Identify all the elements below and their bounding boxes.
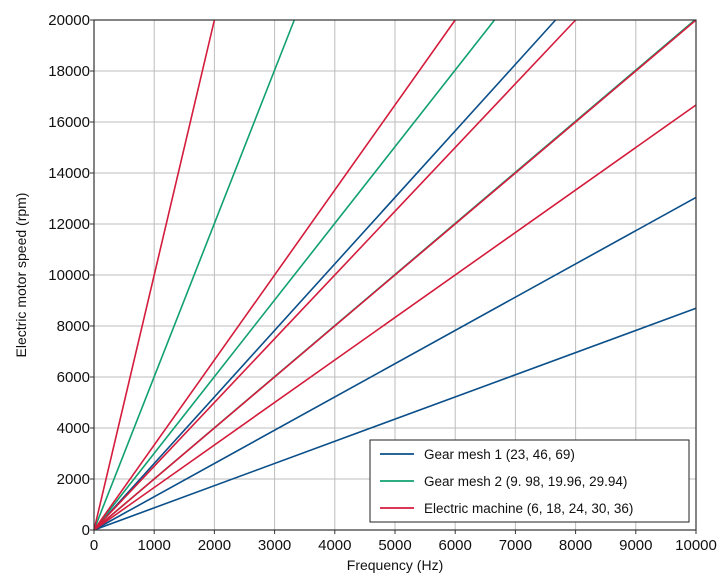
- series-1: [93, 19, 697, 531]
- y-tick-label: 8000: [57, 318, 90, 335]
- x-tick-label: 4000: [318, 537, 351, 554]
- y-tick-label: 14000: [48, 165, 90, 182]
- y-tick-label: 0: [82, 522, 90, 539]
- series-3-order-line: [93, 19, 697, 531]
- y-tick-label: 12000: [48, 216, 90, 233]
- series-1-order-line: [93, 307, 697, 531]
- series-group: [93, 19, 697, 531]
- x-tick-label: 7000: [499, 537, 532, 554]
- y-tick-label: 18000: [48, 63, 90, 80]
- series-3-order-line: [93, 19, 456, 531]
- x-axis-ticks: 0 1000 2000 3000 4000 5000 6000 7000 8000 9000 100…: [90, 530, 717, 554]
- y-tick-label: 2000: [57, 471, 90, 488]
- legend: Gear mesh 1 (23, 46, 69) Gear mesh 2 (9. …: [369, 439, 690, 523]
- x-tick-label: 2000: [198, 537, 231, 554]
- y-tick-label: 4000: [57, 420, 90, 437]
- x-tick-label: 8000: [559, 537, 592, 554]
- y-axis-ticks: 0 2000 4000 6000 8000 10000 12000 14000 16000 180…: [48, 12, 94, 539]
- x-tick-label: 9000: [619, 537, 652, 554]
- series-1-order-line: [93, 196, 697, 531]
- series-3-order-line: [93, 19, 216, 531]
- series-3-order-line: [93, 19, 577, 531]
- series-3: [93, 19, 697, 531]
- legend-label: Electric machine (6, 18, 24, 30, 36): [424, 501, 633, 516]
- series-3-order-line: [93, 104, 697, 531]
- legend-label: Gear mesh 1 (23, 46, 69): [424, 447, 575, 462]
- y-tick-label: 20000: [48, 12, 90, 29]
- legend-box: [369, 439, 690, 523]
- y-tick-label: 10000: [48, 267, 90, 284]
- y-tick-label: 16000: [48, 114, 90, 131]
- x-tick-label: 1000: [138, 537, 171, 554]
- x-axis-title: Frequency (Hz): [347, 557, 443, 573]
- series-2-order-line: [93, 19, 296, 531]
- x-tick-label: 3000: [258, 537, 291, 554]
- series-1-order-line: [93, 19, 557, 531]
- series-2-order-line: [93, 19, 496, 531]
- x-tick-label: 10000: [675, 537, 717, 554]
- x-tick-label: 5000: [378, 537, 411, 554]
- x-tick-label: 6000: [439, 537, 472, 554]
- legend-label: Gear mesh 2 (9. 98, 19.96, 29.94): [424, 474, 627, 489]
- x-tick-label: 0: [90, 537, 98, 554]
- y-tick-label: 6000: [57, 369, 90, 386]
- y-axis-title: Electric motor speed (rpm): [13, 193, 29, 358]
